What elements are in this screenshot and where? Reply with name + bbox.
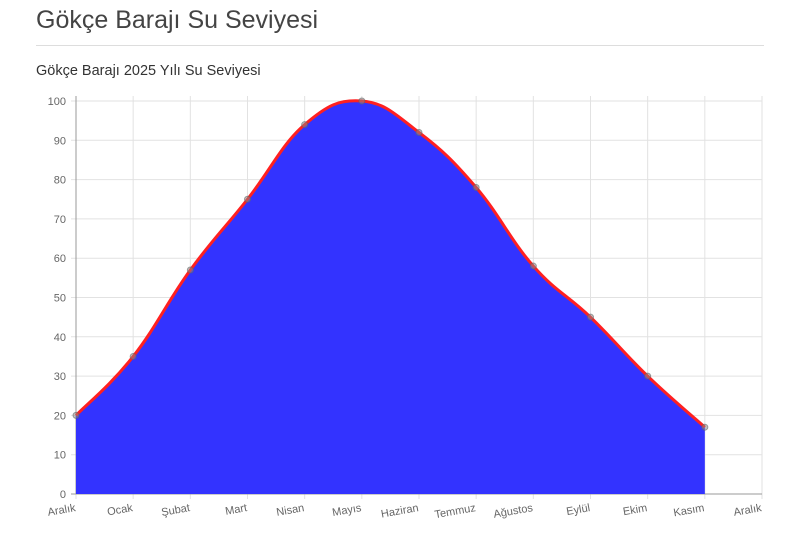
data-point: [701, 423, 709, 431]
x-tick-label: Eylül: [565, 502, 591, 518]
page-title: Gökçe Barajı Su Seviyesi: [36, 6, 319, 34]
x-tick-label: Ekim: [622, 502, 648, 518]
data-point: [415, 128, 423, 136]
data-point: [587, 313, 594, 321]
y-tick-label: 90: [54, 135, 66, 147]
x-tick-label: Aralık: [733, 502, 763, 519]
data-point: [301, 121, 309, 129]
x-tick-label: Haziran: [380, 502, 419, 520]
data-point: [358, 97, 366, 105]
data-point: [244, 195, 251, 203]
y-tick-label: 80: [54, 175, 66, 187]
chart-title: Gökçe Barajı 2025 Yılı Su Seviyesi: [36, 63, 261, 79]
y-tick-label: 0: [60, 489, 66, 501]
data-point: [129, 352, 137, 360]
data-point: [186, 266, 194, 274]
x-tick-label: Mayıs: [331, 502, 362, 519]
series-line: [74, 99, 706, 429]
x-tick-label: Temmuz: [434, 502, 477, 521]
y-tick-label: 20: [54, 410, 66, 422]
x-tick-label: Mart: [224, 502, 248, 518]
data-point: [529, 262, 537, 270]
y-tick-label: 10: [54, 450, 66, 462]
x-tick-label: Aralık: [47, 502, 77, 519]
y-tick-label: 40: [54, 332, 66, 344]
x-tick-label: Kasım: [673, 502, 706, 519]
x-tick-label: Nisan: [275, 502, 305, 519]
data-point: [644, 372, 652, 380]
x-tick-label: Şubat: [160, 502, 190, 519]
data-point: [72, 411, 80, 419]
data-point: [472, 183, 480, 191]
y-tick-label: 30: [54, 371, 66, 383]
y-tick-label: 70: [54, 214, 66, 226]
y-tick-label: 50: [54, 293, 66, 305]
divider: [36, 45, 764, 46]
area-fill: [76, 100, 705, 494]
y-tick-label: 60: [54, 253, 66, 265]
x-tick-label: Ocak: [106, 502, 134, 518]
y-tick-label: 100: [48, 96, 66, 108]
x-tick-label: Ağustos: [493, 502, 535, 521]
